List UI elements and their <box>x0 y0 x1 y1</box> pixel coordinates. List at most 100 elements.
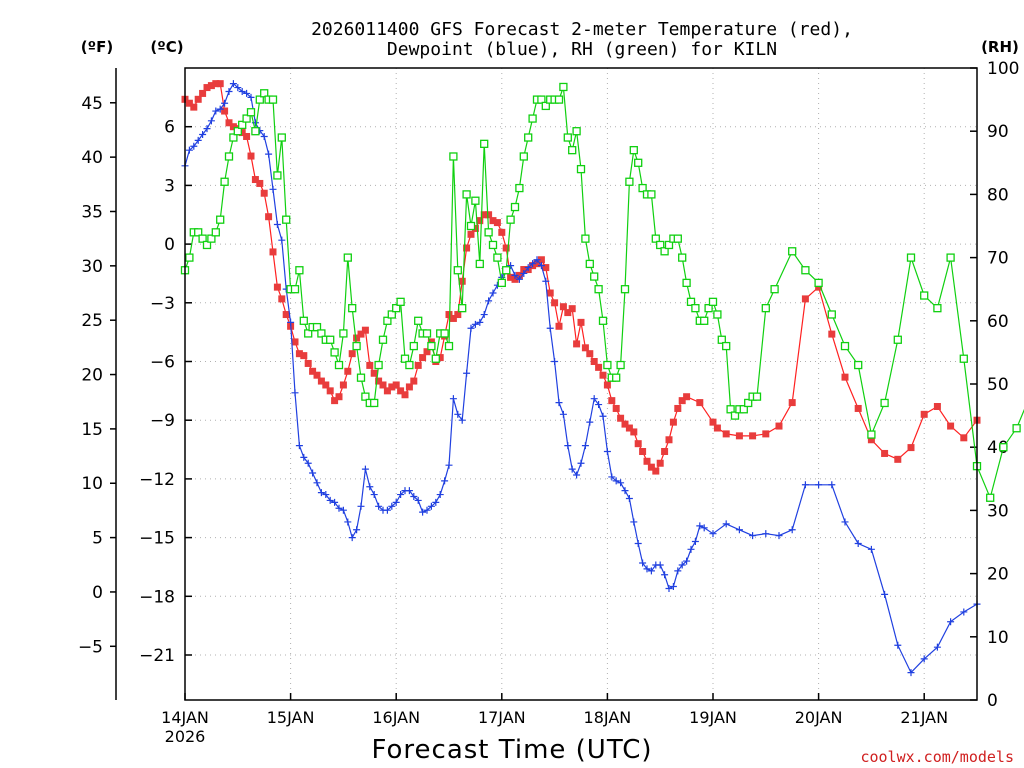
rh-tick-label: 70 <box>987 249 1009 269</box>
rh-point <box>801 266 810 275</box>
dewpoint-point <box>678 561 686 569</box>
fahrenheit-tick-label: 35 <box>81 202 103 222</box>
temperature-point <box>661 448 669 456</box>
rh-point <box>502 266 511 275</box>
rh-point <box>752 392 762 401</box>
dewpoint-point <box>709 530 717 538</box>
temperature-point <box>617 414 625 422</box>
rh-point <box>392 304 401 313</box>
dewpoint-point <box>683 557 691 565</box>
dewpoint-point <box>405 487 413 495</box>
temperature-point <box>515 271 523 279</box>
dewpoint-point <box>392 498 400 506</box>
rh-point <box>216 215 225 224</box>
dewpoint-point <box>920 655 928 663</box>
rh-point <box>211 228 220 237</box>
rh-point <box>519 152 528 161</box>
rh-point <box>238 120 247 130</box>
temperature-point <box>375 377 383 385</box>
temperature-point <box>313 371 321 379</box>
dewpoint-point <box>375 502 383 510</box>
dewpoint-point <box>947 618 955 626</box>
dewpoint-point <box>348 534 356 542</box>
dewpoint-point <box>555 399 563 407</box>
rh-point <box>906 253 916 262</box>
temperature-point <box>608 397 616 405</box>
rh-point <box>704 304 713 313</box>
temperature-point <box>405 383 413 391</box>
dewpoint-point <box>339 506 347 514</box>
dewpoint-point <box>529 260 537 268</box>
dewpoint-point <box>300 453 308 461</box>
rh-point <box>427 341 436 351</box>
rh-point <box>840 341 850 351</box>
rh-point <box>246 108 256 117</box>
dewpoint-point <box>634 539 642 547</box>
temperature-point <box>331 397 339 405</box>
temperature-point <box>467 230 475 238</box>
temperature-point <box>207 82 215 90</box>
dewpoint-point <box>894 641 902 649</box>
temperature-point <box>599 371 607 379</box>
rh-point <box>537 95 546 104</box>
rh-point <box>612 373 621 382</box>
rh-point <box>202 240 212 250</box>
rh-point <box>920 291 929 300</box>
dewpoint-point <box>828 481 836 489</box>
dewpoint-point <box>260 132 268 140</box>
chart-title-line2: Dewpoint (blue), RH (green) for KILN <box>387 39 777 60</box>
temperature-point <box>344 367 352 375</box>
dewpoint-point <box>537 262 545 270</box>
fahrenheit-tick-label: 40 <box>81 148 103 168</box>
dewpoint-point <box>335 504 343 512</box>
temperature-point <box>203 84 211 92</box>
temperature-point <box>322 381 330 389</box>
temperature-point <box>361 326 369 334</box>
x-tick-label: 19JAN <box>689 708 737 727</box>
temperature-point <box>317 377 325 385</box>
temperature-point <box>581 344 589 352</box>
rh-unit-label: (RH) <box>981 38 1019 56</box>
credit-text: coolwx.com/models <box>860 748 1014 766</box>
temperature-point <box>537 256 545 264</box>
temperature-point <box>238 129 246 137</box>
rh-point <box>744 398 753 408</box>
rh-point <box>730 411 740 420</box>
temperature-point <box>533 260 541 268</box>
dewpoint-point <box>388 502 396 510</box>
dewpoint-point <box>907 669 915 677</box>
temperature-point <box>713 424 721 432</box>
dewpoint-point <box>775 532 783 540</box>
rh-point <box>396 297 405 306</box>
temperature-point <box>674 404 682 412</box>
dewpoint-point <box>467 324 475 332</box>
rh-point <box>594 285 603 294</box>
rh-point <box>893 335 902 344</box>
fahrenheit-tick-label: 25 <box>81 311 103 331</box>
temperature-point <box>278 295 286 303</box>
dewpoint-point <box>599 412 607 420</box>
dewpoint-point <box>573 471 581 479</box>
plot-frame <box>184 67 978 701</box>
dewpoint-point <box>515 275 523 283</box>
dewpoint-point <box>194 136 202 144</box>
temperature-point <box>551 299 559 307</box>
temperature-point <box>568 305 576 313</box>
rh-point <box>739 405 748 414</box>
rh-point <box>378 335 388 344</box>
rh-point <box>664 240 674 250</box>
rh-point <box>480 139 489 148</box>
dewpoint-point <box>458 416 466 424</box>
temperature-point <box>454 311 462 319</box>
temperature-point <box>295 350 303 358</box>
temperature-point <box>216 80 224 88</box>
dewpoint-point <box>463 369 471 377</box>
rh-tick-label: 60 <box>987 312 1009 332</box>
rh-point <box>295 266 304 275</box>
temperature-point <box>493 219 501 227</box>
temperature-point <box>185 99 193 107</box>
temperature-point <box>489 217 497 225</box>
temperature-point <box>190 103 198 111</box>
celsius-tick-label: −12 <box>139 470 175 490</box>
temperature-point <box>867 436 875 444</box>
